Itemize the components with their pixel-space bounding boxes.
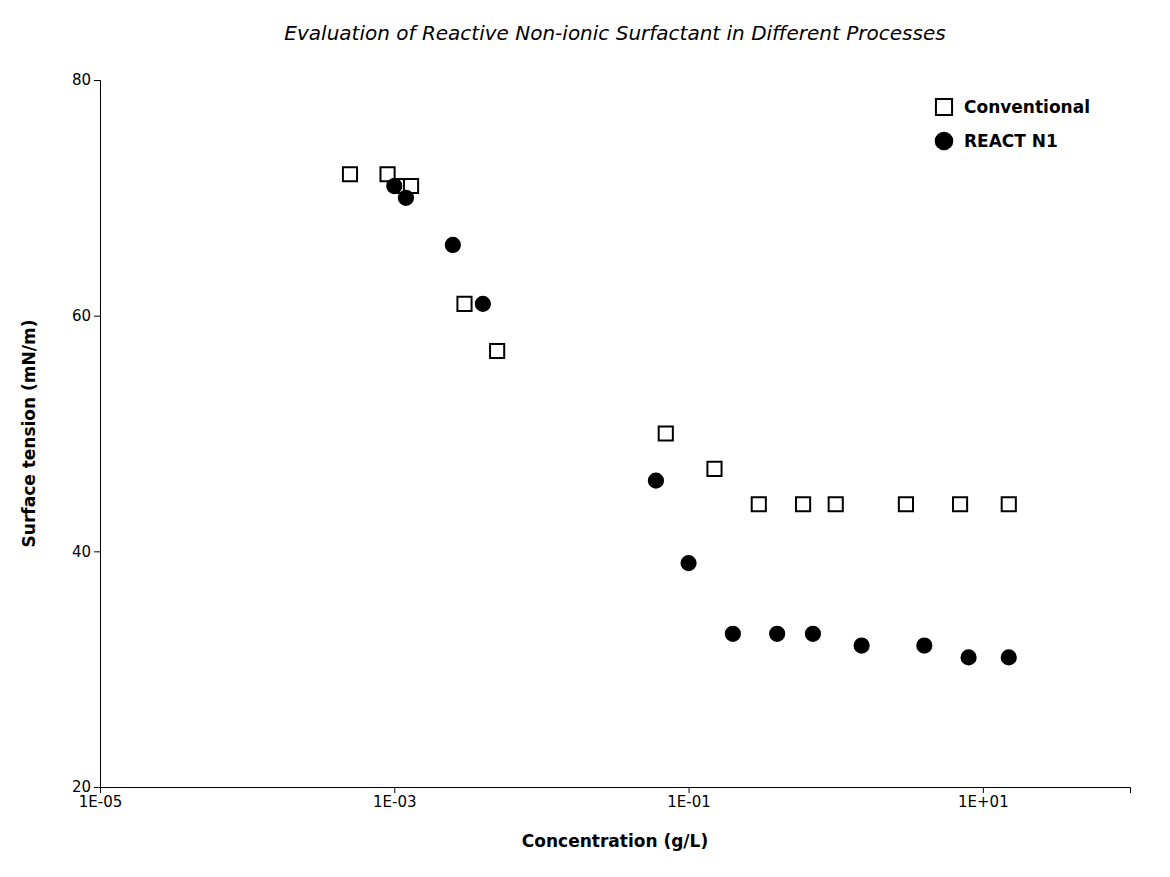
title: Evaluation of Reactive Non-ionic Surfact… [284, 21, 945, 45]
legend-label: Conventional [964, 97, 1090, 117]
point [726, 626, 741, 641]
point [961, 650, 976, 665]
legend-marker [935, 132, 952, 149]
point [387, 179, 402, 194]
y-axis-line [94, 81, 101, 788]
chart: 1E-051E-031E-011E+0120406080Conventional… [0, 0, 1170, 877]
x-tick: 1E+01 [958, 787, 1009, 811]
point [1002, 497, 1016, 511]
point [796, 497, 810, 511]
point [659, 426, 673, 440]
y-tick-label: 40 [72, 543, 91, 561]
point [681, 556, 696, 571]
y-tick: 80 [72, 71, 100, 89]
y-tick-mark [94, 787, 100, 788]
point [854, 638, 869, 653]
series [343, 167, 1016, 511]
legend: Conventional REACT N1 [935, 97, 1090, 151]
y-tick-label: 20 [72, 778, 91, 796]
y-tick: 40 [72, 543, 100, 561]
point [343, 167, 357, 181]
series [387, 179, 1016, 665]
x-axis: 1E-051E-031E-011E+01 [79, 787, 1131, 811]
y-tick-label: 80 [72, 71, 91, 89]
x-tick-label: 1E-03 [373, 793, 417, 811]
point [806, 626, 821, 641]
y-axis: 20 40 60 80 [72, 71, 101, 796]
y-tick-mark [94, 316, 100, 317]
point [490, 344, 504, 358]
points [343, 167, 1016, 665]
point [399, 190, 414, 205]
legend-label: REACT N1 [964, 131, 1058, 151]
y-tick: 20 [72, 778, 100, 796]
y-tick-label: 60 [72, 307, 91, 325]
x-axis-title: Concentration (g/L) [522, 831, 708, 851]
point [899, 497, 913, 511]
point [707, 462, 721, 476]
point [953, 497, 967, 511]
point [476, 297, 491, 312]
point [917, 638, 932, 653]
point [649, 473, 664, 488]
point [770, 626, 785, 641]
point [457, 297, 471, 311]
x-tick: 1E-03 [373, 787, 417, 811]
y-axis-title: Surface tension (mN/m) [19, 320, 39, 548]
y-tick: 60 [72, 307, 100, 325]
y-tick-mark [94, 551, 100, 552]
plot: 1E-051E-031E-011E+0120406080Conventional… [72, 71, 1131, 810]
point [829, 497, 843, 511]
point [445, 238, 460, 253]
x-tick-label: 1E+01 [958, 793, 1009, 811]
x-tick-label: 1E-01 [667, 793, 711, 811]
point [1001, 650, 1016, 665]
x-tick: 1E-01 [667, 787, 711, 811]
y-tick-mark [94, 80, 100, 81]
legend-item: REACT N1 [935, 131, 1057, 151]
legend-item: Conventional [936, 97, 1090, 117]
point [752, 497, 766, 511]
legend-marker [936, 99, 952, 115]
